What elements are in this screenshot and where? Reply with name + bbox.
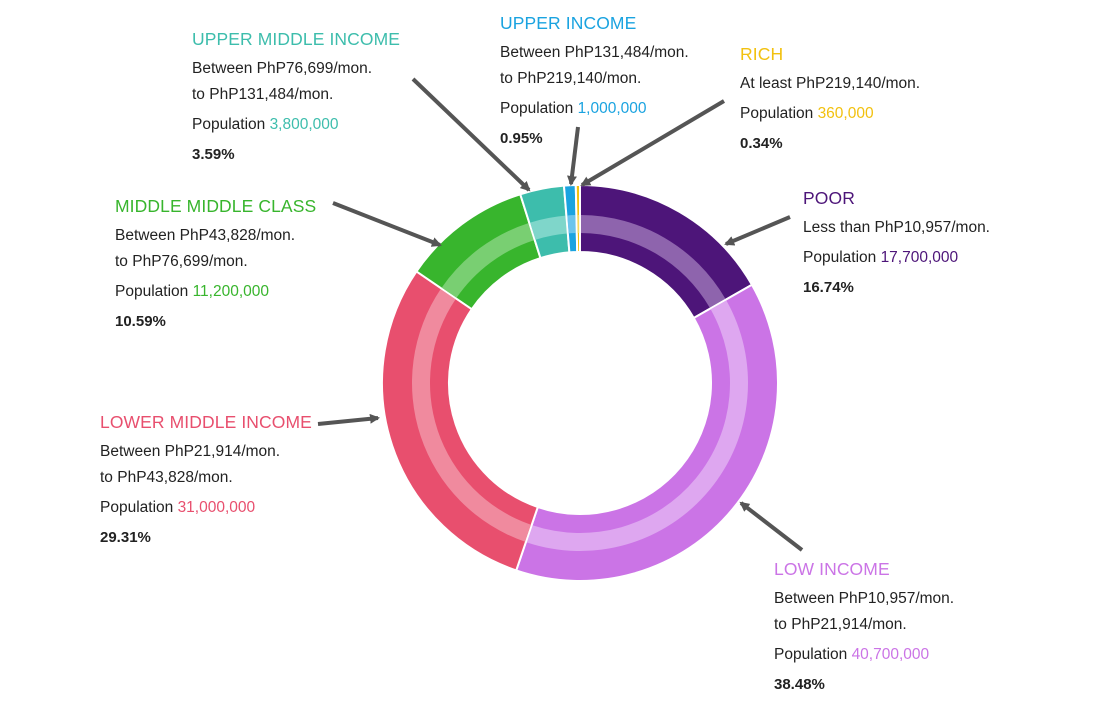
- segment-title: UPPER MIDDLE INCOME: [192, 29, 401, 49]
- arrow-upper_middle: [411, 77, 531, 192]
- segment-title: LOW INCOME: [774, 559, 890, 579]
- arrow-lower_middle: [317, 413, 380, 426]
- population-value: 11,200,000: [192, 283, 269, 300]
- arrow-poor: [724, 215, 791, 246]
- label-middle_middle: MIDDLE MIDDLE CLASS Between PhP43,828/mon…: [115, 193, 316, 335]
- segment-percent: 0.95%: [500, 130, 543, 147]
- population-value: 40,700,000: [851, 646, 930, 663]
- label-low: LOW INCOME Between PhP10,957/mon. to PhP21…: [774, 556, 954, 698]
- segment-title: LOWER MIDDLE INCOME: [100, 412, 312, 432]
- segment-percent: 16.74%: [803, 279, 854, 296]
- label-rich: RICH At least PhP219,140/mon. Population 3…: [740, 41, 920, 157]
- slice-band-upper: [567, 215, 577, 234]
- segment-percent: 38.48%: [774, 676, 825, 693]
- segment-percent: 3.59%: [192, 146, 235, 163]
- segment-range-line: Between PhP131,484/mon.: [500, 44, 689, 61]
- population-label: Population: [500, 100, 578, 117]
- segment-range-line: to PhP21,914/mon.: [774, 616, 907, 633]
- segment-population: Population 1,000,000: [500, 96, 689, 122]
- segment-title: RICH: [740, 44, 784, 64]
- slice-band-rich: [577, 215, 580, 234]
- segment-population: Population 31,000,000: [100, 495, 312, 521]
- segment-range-line: Between PhP76,699/mon.: [192, 60, 373, 77]
- arrow-group: [317, 77, 804, 552]
- population-value: 1,000,000: [577, 100, 647, 117]
- segment-range-line: Less than PhP10,957/mon.: [803, 219, 990, 236]
- population-label: Population: [192, 116, 270, 133]
- arrow-low: [739, 501, 804, 552]
- population-value: 31,000,000: [177, 499, 256, 516]
- population-label: Population: [100, 499, 178, 516]
- slice-band-middle_middle: [441, 223, 534, 298]
- segment-percent: 10.59%: [115, 313, 166, 330]
- arrow-upper: [567, 126, 580, 186]
- label-lower_middle: LOWER MIDDLE INCOME Between PhP21,914/mon…: [100, 409, 312, 551]
- slice-band-lower_middle: [411, 289, 531, 542]
- population-label: Population: [740, 105, 818, 122]
- slice-low: [514, 283, 779, 582]
- segment-range-line: to PhP43,828/mon.: [100, 469, 233, 486]
- segment-range-line: Between PhP43,828/mon.: [115, 227, 296, 244]
- population-value: 3,800,000: [269, 116, 339, 133]
- slice-band-low: [526, 300, 748, 551]
- population-label: Population: [803, 249, 881, 266]
- segment-population: Population 3,800,000: [192, 112, 400, 138]
- segment-range-line: to PhP76,699/mon.: [115, 253, 248, 270]
- segment-percent: 29.31%: [100, 529, 151, 546]
- segment-percent: 0.34%: [740, 135, 783, 152]
- segment-title: POOR: [803, 188, 855, 208]
- segment-range-line: At least PhP219,140/mon.: [740, 75, 921, 92]
- population-value: 17,700,000: [880, 249, 959, 266]
- label-upper_middle: UPPER MIDDLE INCOME Between PhP76,699/mon…: [192, 26, 400, 168]
- arrow-middle_middle: [332, 201, 442, 247]
- slice-band-poor: [580, 215, 726, 308]
- segment-population: Population 360,000: [740, 101, 920, 127]
- ring-group: [381, 183, 779, 582]
- segment-range-line: Between PhP10,957/mon.: [774, 590, 955, 607]
- population-label: Population: [774, 646, 852, 663]
- label-poor: POOR Less than PhP10,957/mon. Population 1…: [803, 185, 990, 301]
- segment-range-line: Between PhP21,914/mon.: [100, 443, 281, 460]
- population-label: Population: [115, 283, 193, 300]
- segment-range-line: to PhP131,484/mon.: [192, 86, 334, 103]
- segment-population: Population 40,700,000: [774, 642, 954, 668]
- segment-title: MIDDLE MIDDLE CLASS: [115, 196, 317, 216]
- segment-range-line: to PhP219,140/mon.: [500, 70, 642, 87]
- segment-title: UPPER INCOME: [500, 13, 637, 33]
- population-value: 360,000: [817, 105, 874, 122]
- slice-band-upper_middle: [530, 215, 568, 240]
- arrow-rich: [580, 99, 726, 187]
- label-upper: UPPER INCOME Between PhP131,484/mon. to Ph…: [500, 10, 689, 152]
- segment-population: Population 17,700,000: [803, 245, 990, 271]
- segment-population: Population 11,200,000: [115, 279, 316, 305]
